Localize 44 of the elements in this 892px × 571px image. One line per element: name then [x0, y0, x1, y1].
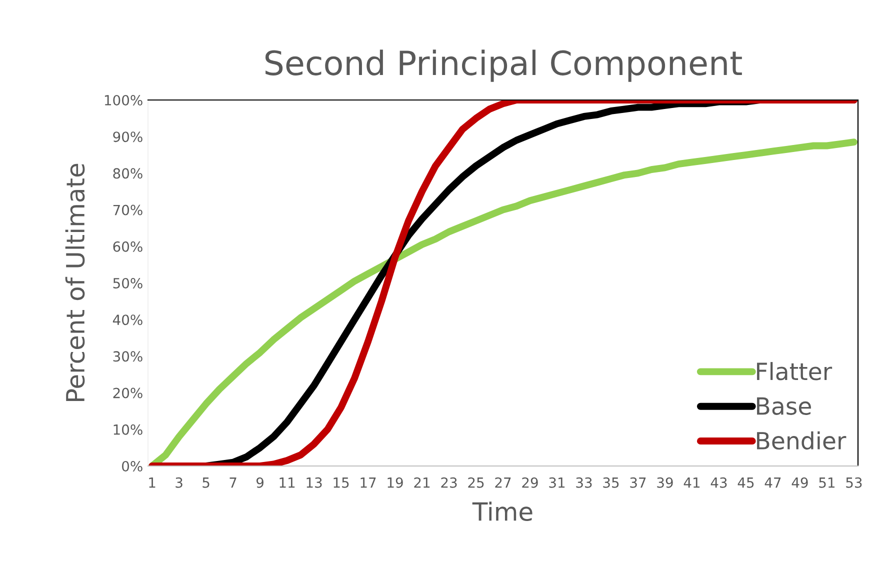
y-tick-label: 30%: [113, 351, 142, 362]
y-tick-label: 50%: [113, 278, 142, 288]
x-tick-label: 33: [576, 477, 592, 488]
y-tick-label: 10%: [114, 424, 142, 435]
y-tick-label: 40%: [112, 314, 142, 326]
x-tick-label: 27: [495, 477, 511, 488]
x-tick-label: 13: [306, 477, 322, 488]
x-tick-label: 49: [792, 477, 808, 488]
x-tick-label: 7: [230, 478, 236, 488]
y-tick-label: 20%: [113, 388, 142, 398]
x-tick-label: 23: [441, 477, 457, 488]
y-axis-title: Percent of Ultimate: [65, 164, 85, 401]
x-tick-label: 17: [360, 478, 376, 488]
legend-label: Bendier: [757, 431, 846, 450]
x-tick-label: 39: [657, 477, 673, 488]
x-tick-label: 15: [334, 478, 349, 488]
y-tick-label: 70%: [113, 204, 142, 216]
x-tick-label: 51: [819, 478, 835, 488]
y-tick-label: 80%: [113, 168, 142, 179]
x-tick-label: 43: [710, 477, 727, 488]
x-tick-label: 1: [149, 478, 156, 488]
x-tick-label: 31: [549, 477, 565, 488]
x-tick-label: 5: [202, 478, 210, 488]
y-tick-label: 60%: [113, 241, 142, 252]
x-tick-label: 25: [468, 477, 484, 488]
x-tick-label: 53: [846, 477, 862, 488]
x-tick-label: 37: [630, 477, 646, 488]
x-axis-title: Time: [472, 502, 532, 522]
x-tick-label: 35: [603, 477, 619, 488]
y-tick-label: 100%: [104, 94, 142, 106]
x-tick-label: 45: [738, 478, 754, 488]
x-tick-label: 47: [764, 478, 781, 488]
legend-label: Flatter: [757, 362, 832, 380]
y-tick-label: 0%: [122, 460, 142, 472]
x-tick-label: 19: [388, 477, 403, 488]
x-tick-label: 9: [256, 477, 264, 488]
y-tick-label: 90%: [113, 132, 142, 142]
x-tick-label: 3: [176, 477, 182, 488]
chart-title: Second Principal Component: [265, 50, 742, 82]
x-tick-label: 41: [684, 478, 700, 488]
x-tick-label: 21: [414, 477, 430, 488]
legend-label: Base: [757, 397, 811, 415]
x-tick-label: 29: [522, 477, 538, 488]
x-tick-label: 11: [280, 478, 295, 488]
